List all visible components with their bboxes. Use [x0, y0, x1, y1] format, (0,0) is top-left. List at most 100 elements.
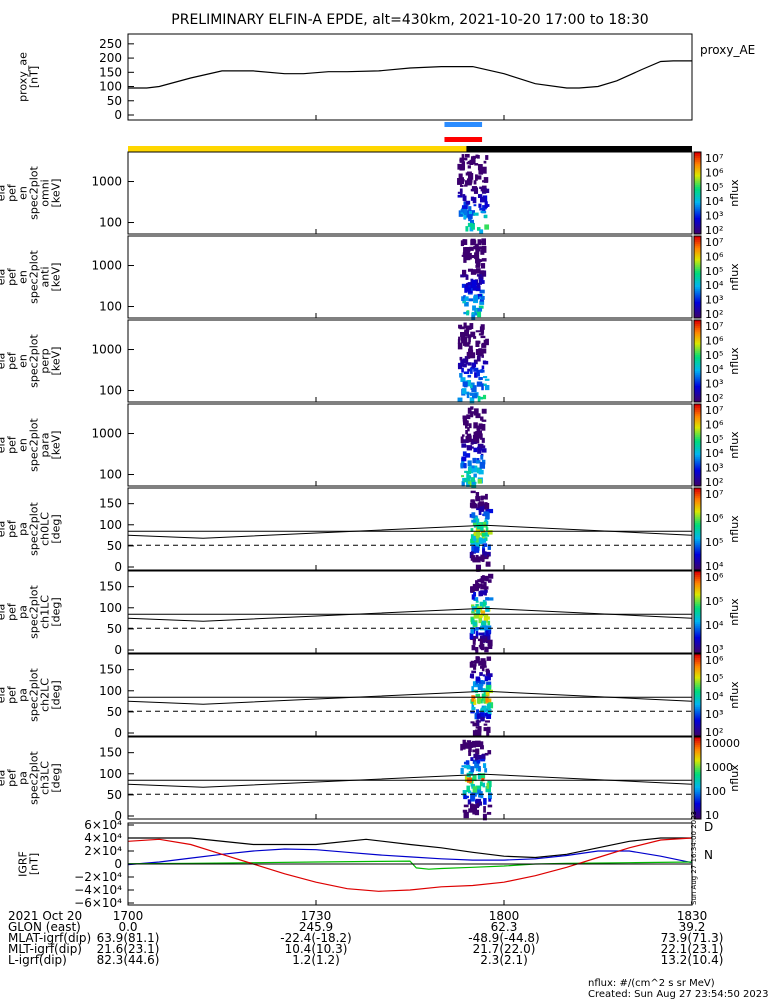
- series-line: [127, 837, 693, 892]
- heatmap-cell: [478, 766, 481, 772]
- heatmap-cell: [483, 637, 489, 643]
- heatmap-cell: [474, 408, 479, 416]
- heatmap-cell: [482, 590, 487, 595]
- heatmap-cell: [484, 385, 490, 391]
- colorbar-segment: [694, 660, 701, 663]
- colorbar-frame: [693, 235, 702, 319]
- colorbar-segment: [694, 465, 701, 469]
- table-cell: 63.9(81.1): [97, 931, 160, 945]
- colorbar-segment: [694, 711, 701, 714]
- heatmap-cell: [460, 462, 464, 469]
- heatmap-cell: [478, 246, 481, 252]
- heatmap-cell: [471, 366, 476, 370]
- heatmap-cell: [462, 809, 468, 813]
- heatmap-cell: [477, 638, 482, 642]
- heatmap-cell: [486, 703, 491, 710]
- heatmap-cell: [462, 451, 467, 457]
- heatmap-cell: [459, 184, 464, 187]
- colorbar-segment: [694, 334, 701, 337]
- heatmap-cell: [475, 330, 481, 333]
- heatmap-cell: [467, 460, 472, 467]
- heatmap-cell: [487, 673, 493, 678]
- heatmap-cell: [480, 603, 484, 606]
- heatmap-cell: [481, 495, 487, 500]
- heatmap-cell: [475, 631, 479, 638]
- colorbar-segment: [694, 313, 701, 317]
- ytick-label: 1000: [91, 343, 122, 357]
- colorbar-segment: [694, 180, 701, 184]
- heatmap-cell: [457, 364, 463, 370]
- heatmap-cell: [480, 716, 485, 722]
- ytick-label: 50: [107, 539, 122, 553]
- heatmap-cell: [480, 296, 485, 300]
- colorbar-segment: [694, 778, 701, 781]
- colorbar-segment: [694, 279, 701, 282]
- heatmap-cell: [485, 627, 492, 634]
- heatmap-cell: [481, 664, 485, 672]
- colorbar-segment: [694, 678, 701, 682]
- colorbar-label: nflux: [728, 598, 741, 626]
- heatmap-cell: [463, 463, 467, 469]
- heatmap-cell: [480, 622, 487, 626]
- heatmap-cell: [478, 590, 484, 597]
- colorbar-segment: [694, 656, 701, 659]
- colorbar-tick: 10³: [705, 294, 723, 307]
- ylabel-line: [keV]: [50, 263, 63, 292]
- heatmap-cell: [470, 627, 474, 634]
- colorbar-tick: 10⁷: [705, 488, 723, 501]
- heatmap-cell: [472, 759, 477, 764]
- colorbar-segment: [694, 492, 701, 495]
- heatmap-cell: [488, 792, 492, 800]
- colorbar-segment: [694, 640, 701, 644]
- ytick-label: 100: [99, 216, 122, 230]
- colorbar-tick: 10²: [705, 308, 723, 321]
- colorbar-segment: [694, 745, 701, 748]
- heatmap-cell: [464, 356, 469, 361]
- heatmap-cell: [472, 501, 476, 504]
- heatmap-cell: [467, 368, 471, 372]
- colorbar-segment: [694, 535, 701, 538]
- colorbar-segment: [694, 170, 701, 173]
- heatmap-cell: [487, 804, 493, 808]
- ylabel-line: spec2plot: [28, 585, 41, 639]
- heatmap-cell: [470, 382, 475, 387]
- ylabel-line: spec2plot: [28, 751, 41, 805]
- heatmap-cell: [470, 384, 473, 389]
- table-row-label: 2021 Oct 20: [8, 909, 82, 923]
- colorbar-segment: [694, 311, 701, 315]
- heatmap-cell: [475, 246, 480, 254]
- heatmap-cell: [469, 803, 474, 810]
- heatmap-cell: [486, 554, 490, 558]
- heatmap-cell: [468, 217, 472, 222]
- colorbar-segment: [694, 496, 701, 499]
- heatmap-cell: [473, 212, 479, 216]
- heatmap-cell: [485, 155, 489, 160]
- colorbar-segment: [694, 326, 701, 329]
- heatmap-cell: [470, 278, 474, 285]
- ytick-label: 0: [114, 643, 122, 657]
- heatmap-cell: [484, 188, 490, 194]
- heatmap-cell: [470, 465, 475, 469]
- ytick-label: 150: [99, 580, 122, 594]
- heatmap-cell: [476, 428, 481, 431]
- colorbar-segment: [694, 160, 701, 163]
- colorbar-tick: 10³: [705, 643, 723, 656]
- heatmap-cell: [472, 441, 477, 445]
- heatmap-cell: [486, 681, 492, 688]
- heatmap-cell: [471, 686, 474, 693]
- ylabel-line: ch2LC: [39, 678, 52, 712]
- colorbar-segment: [694, 211, 701, 214]
- colorbar-segment: [694, 330, 701, 333]
- colorbar-segment: [694, 309, 701, 313]
- heatmap-cell: [480, 635, 486, 639]
- heatmap-cell: [485, 606, 490, 612]
- heatmap-cell: [478, 469, 484, 475]
- heatmap-cell: [460, 274, 465, 278]
- colorbar-segment: [694, 567, 701, 571]
- colorbar-segment: [694, 672, 701, 675]
- heatmap-cell: [480, 328, 485, 334]
- colorbar-segment: [694, 176, 701, 180]
- heatmap-cells: [469, 490, 494, 572]
